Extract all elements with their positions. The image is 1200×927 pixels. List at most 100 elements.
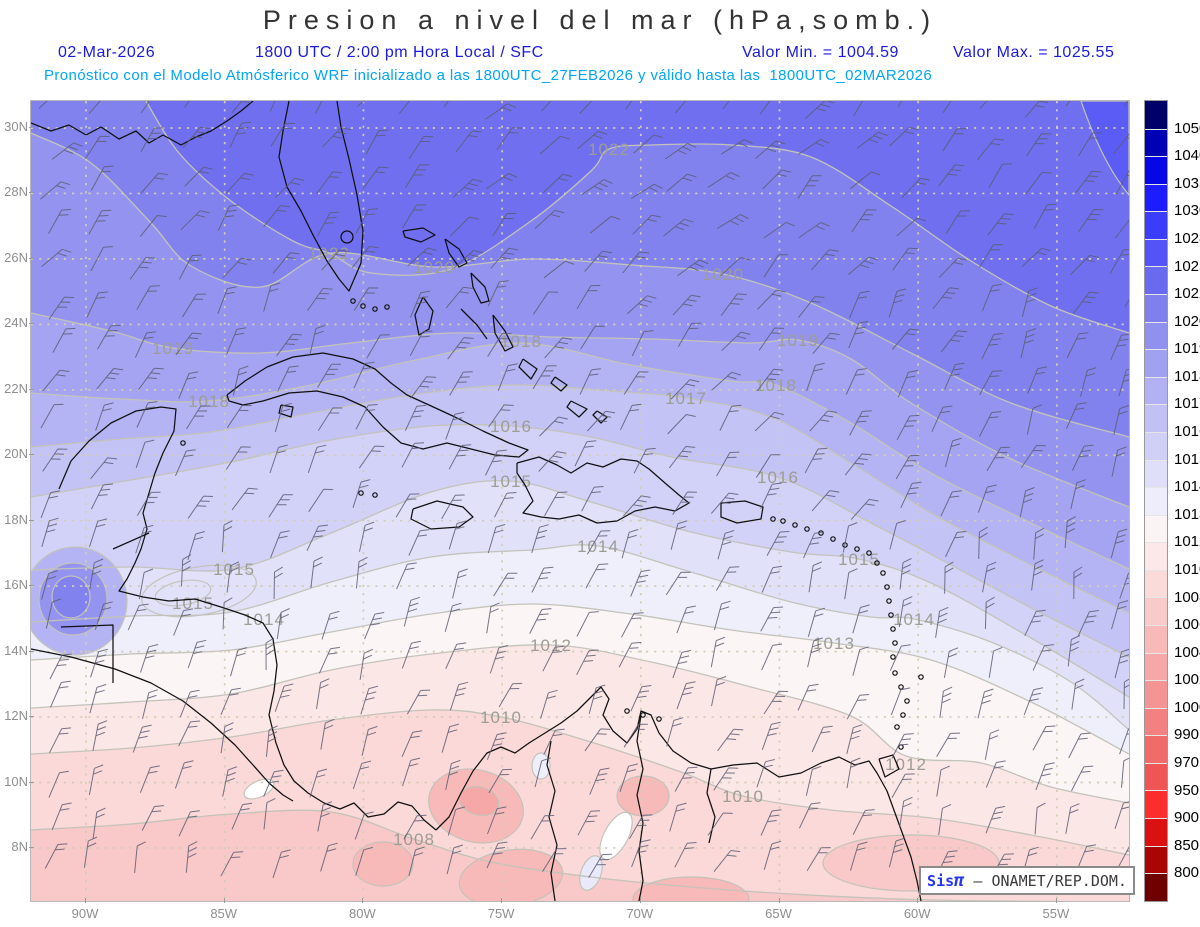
colorbar-cell: [1145, 459, 1167, 488]
pressure-map: 1022 1022 1020 1020 1019 1019 1018 1018 1018 1017…: [30, 100, 1130, 902]
colorbar-label: 1013: [1174, 505, 1200, 523]
colorbar-label: 1025: [1174, 257, 1200, 275]
colorbar-label: 1014: [1174, 478, 1200, 496]
colorbar-cell: [1145, 376, 1167, 405]
isobar-label: 1012: [885, 755, 927, 774]
colorbar-label: 1017: [1174, 395, 1200, 413]
lat-label: 26N: [4, 249, 28, 265]
colorbar-cell: [1145, 818, 1167, 846]
colorbar-cell: [1145, 183, 1167, 212]
colorbar-cell: [1145, 624, 1167, 653]
isobar-label: 1016: [490, 417, 532, 436]
colorbar-cell: [1145, 680, 1167, 708]
colorbar-label: 1018: [1174, 367, 1200, 385]
colorbar-label: 1010: [1174, 560, 1200, 578]
colorbar-label: 1028: [1174, 229, 1200, 247]
colorbar-label: 800: [1174, 864, 1200, 882]
lon-label: 60W: [903, 906, 931, 921]
lat-label: 24N: [4, 315, 28, 331]
isobar-label: 1015: [172, 594, 214, 613]
isobar-label: 1022: [588, 140, 630, 159]
lat-label: 14N: [4, 642, 28, 658]
isobar-lines-layer: [31, 101, 1129, 901]
badge-org-label: – ONAMET/REP.DOM.: [964, 871, 1127, 890]
colorbar-cell: [1145, 487, 1167, 515]
lat-tick: [29, 388, 34, 390]
colorbar-label: 1022: [1174, 285, 1200, 303]
isobar-label: 1022: [308, 244, 350, 263]
isobar-label: 1019: [777, 331, 819, 350]
lat-tick: [29, 585, 34, 587]
colorbar-cell: [1145, 128, 1167, 157]
lon-label: 55W: [1042, 906, 1070, 921]
lon-tick: [85, 898, 86, 903]
colorbar-label: 1019: [1174, 340, 1200, 358]
lat-tick: [29, 127, 34, 128]
lat-label: 12N: [4, 708, 28, 724]
lon-label: 65W: [765, 906, 792, 921]
lon-tick: [917, 898, 919, 903]
wind-barbs-layer: [38, 101, 1129, 879]
lat-tick: [29, 650, 34, 652]
lat-tick: [29, 192, 34, 194]
colorbar-label: 900: [1174, 809, 1200, 827]
pressure-colorbar: [1144, 100, 1168, 902]
isobar-label: 1012: [530, 636, 572, 655]
colorbar-label: 1006: [1174, 616, 1200, 634]
lon-tick: [501, 898, 503, 903]
lat-tick: [29, 846, 34, 848]
lon-tick: [362, 898, 364, 903]
colorbar-cell: [1145, 431, 1167, 460]
lon-label: 85W: [210, 906, 238, 921]
colorbar-label: 1050: [1174, 119, 1200, 137]
colorbar-label: 1008: [1174, 588, 1200, 606]
lat-tick: [29, 257, 34, 259]
lat-tick: [29, 519, 34, 521]
colorbar-cell: [1145, 321, 1167, 350]
isobar-label: 1017: [665, 389, 707, 408]
onamet-badge: Sis π – ONAMET/REP.DOM.: [919, 866, 1135, 895]
lat-label: 10N: [4, 773, 28, 789]
colorbar-cell: [1145, 707, 1167, 736]
lat-label: 16N: [4, 577, 28, 593]
lon-label: 90W: [71, 906, 99, 921]
colorbar-cell: [1145, 542, 1167, 570]
lat-label: 22N: [4, 380, 28, 396]
colorbar-label: 1040: [1174, 147, 1200, 165]
pi-icon: π: [954, 870, 965, 891]
isobar-label: 1010: [722, 787, 764, 806]
lon-tick: [778, 898, 780, 903]
isobar-label: 1010: [480, 708, 522, 727]
colorbar-label: 970: [1174, 754, 1200, 772]
colorbar-cell: [1145, 349, 1167, 377]
lat-tick: [29, 716, 34, 718]
colorbar-cell: [1145, 101, 1167, 129]
valid-date: 02-Mar-2026: [58, 44, 156, 61]
isobar-label: 1015: [838, 550, 880, 569]
isobar-label: 1016: [757, 468, 799, 487]
colorbar-cell: [1145, 873, 1167, 901]
pressure-bands-layer: [31, 101, 1129, 901]
lon-tick: [639, 898, 641, 903]
isobar-label: 1013: [813, 634, 855, 653]
colorbar-cell: [1145, 404, 1167, 432]
value-max: Valor Max. = 1025.55: [953, 44, 1115, 61]
lon-tick: [223, 898, 225, 903]
lat-label: 8N: [11, 838, 28, 854]
valid-time: 1800 UTC / 2:00 pm Hora Local / SFC: [255, 44, 544, 61]
isobar-label: 1020: [413, 258, 455, 277]
colorbar-cell: [1145, 735, 1167, 763]
colorbar-label: 1030: [1174, 202, 1200, 220]
colorbar-cell: [1145, 652, 1167, 681]
colorbar-label: 990: [1174, 726, 1200, 744]
colorbar-cell: [1145, 514, 1167, 543]
badge-sis-label: Sis: [927, 871, 955, 890]
isobar-label: 1014: [577, 537, 619, 556]
colorbar-cell: [1145, 156, 1167, 184]
lat-label: 20N: [4, 446, 28, 462]
lat-tick: [29, 454, 34, 456]
coastlines-layer: [31, 101, 924, 901]
lat-label: 18N: [4, 511, 28, 527]
lat-tick: [29, 781, 34, 783]
